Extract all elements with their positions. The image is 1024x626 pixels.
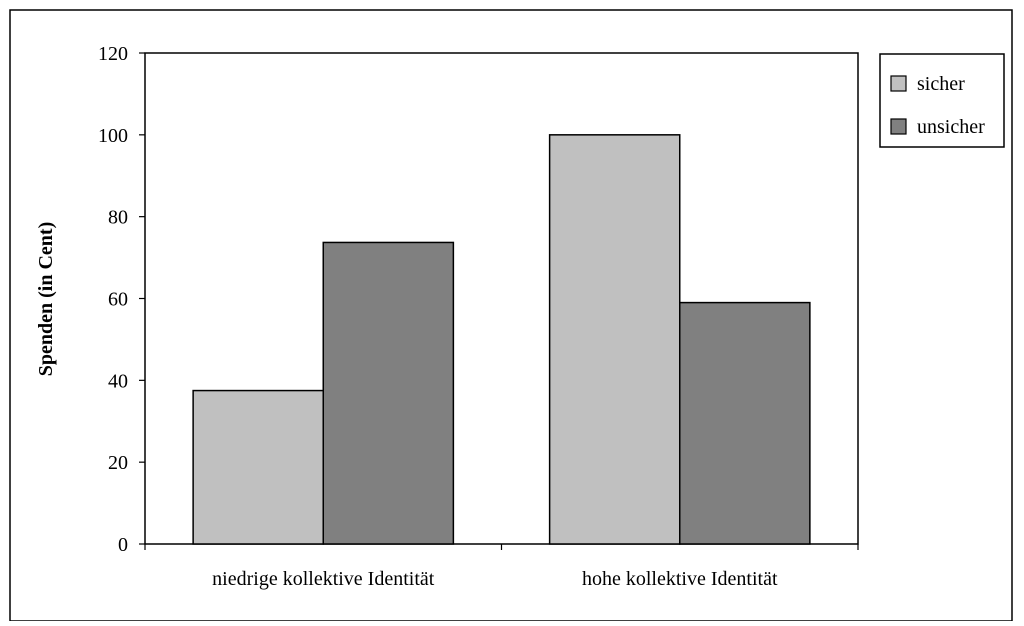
bar-sicher-1 [192, 389, 324, 545]
y-tick-label: 20 [108, 452, 128, 474]
y-tick-label: 60 [108, 289, 128, 311]
bar-sicher-2 [548, 134, 681, 545]
y-axis: 0 20 40 60 80 100 120 [98, 43, 145, 556]
bar-unsicher-1 [322, 241, 455, 545]
y-tick-label: 120 [98, 43, 128, 65]
y-tick-label: 100 [98, 125, 128, 147]
legend-swatch-unsicher [890, 118, 907, 135]
y-tick-label: 0 [118, 534, 128, 556]
legend-label-sicher: sicher [917, 73, 965, 95]
y-axis-title: Spenden (in Cent) [35, 222, 57, 376]
y-tick-label: 40 [108, 370, 128, 392]
x-axis: niedrige kollektive Identität hohe kollek… [144, 544, 859, 590]
legend-swatch-sicher [890, 75, 907, 92]
bar-unsicher-2 [679, 301, 811, 545]
bars [192, 134, 811, 545]
legend-label-unsicher: unsicher [917, 116, 985, 138]
x-category-label: hohe kollektive Identität [582, 568, 778, 590]
y-tick-label: 80 [108, 207, 128, 229]
legend: sicher unsicher [879, 53, 1005, 148]
x-category-label: niedrige kollektive Identität [212, 568, 435, 590]
